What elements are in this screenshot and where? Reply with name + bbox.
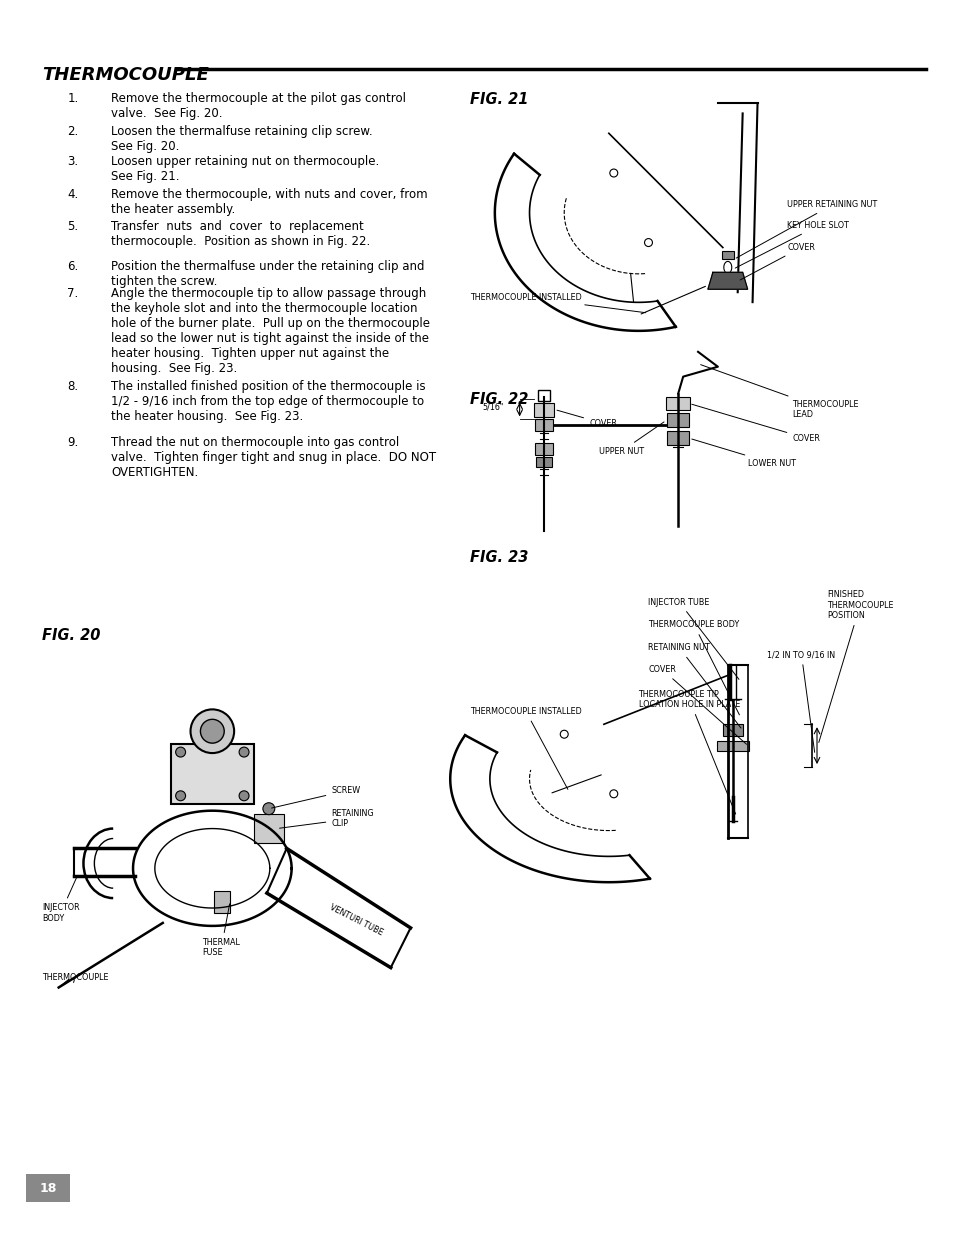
Text: VENTURI TUBE: VENTURI TUBE [328, 903, 384, 937]
Text: THERMOCOUPLE
LEAD: THERMOCOUPLE LEAD [700, 364, 858, 419]
Bar [536, 457, 552, 467]
Text: FIG. 21: FIG. 21 [470, 91, 528, 106]
Text: FIG. 23: FIG. 23 [470, 551, 528, 566]
Text: UPPER NUT: UPPER NUT [598, 422, 663, 456]
Bar [722, 724, 741, 736]
Text: COVER: COVER [740, 243, 814, 280]
Bar [214, 892, 230, 913]
Text: FIG. 20: FIG. 20 [42, 627, 100, 643]
Text: LOWER NUT: LOWER NUT [691, 438, 795, 468]
Bar [535, 443, 553, 456]
Text: COVER: COVER [691, 404, 820, 442]
Text: 7.: 7. [68, 288, 78, 300]
Text: Remove the thermocouple at the pilot gas control
valve.  See Fig. 20.: Remove the thermocouple at the pilot gas… [112, 91, 406, 120]
Text: 18: 18 [39, 1182, 56, 1194]
Text: 1/2 IN TO 9/16 IN: 1/2 IN TO 9/16 IN [766, 651, 835, 752]
Text: INJECTOR
BODY: INJECTOR BODY [42, 876, 79, 923]
Text: 1.: 1. [68, 91, 78, 105]
Circle shape [239, 747, 249, 757]
Text: RETAINING
CLIP: RETAINING CLIP [279, 809, 374, 829]
Text: Position the thermalfuse under the retaining clip and
tighten the screw.: Position the thermalfuse under the retai… [112, 261, 424, 289]
Bar [721, 252, 733, 259]
Bar [537, 389, 550, 401]
Bar [171, 745, 253, 804]
Circle shape [239, 790, 249, 800]
Bar [666, 431, 688, 445]
Circle shape [175, 747, 186, 757]
Text: 5/16": 5/16" [481, 403, 503, 412]
Text: THERMOCOUPLE TIP
LOCATION HOLE IN PLATE: THERMOCOUPLE TIP LOCATION HOLE IN PLATE [638, 689, 740, 814]
Circle shape [175, 790, 186, 800]
Text: 2.: 2. [68, 125, 78, 138]
Text: 5.: 5. [68, 220, 78, 232]
Text: FINISHED
THERMOCOUPLE
POSITION: FINISHED THERMOCOUPLE POSITION [818, 590, 892, 742]
Circle shape [191, 709, 233, 753]
Bar [666, 414, 688, 427]
Polygon shape [707, 273, 747, 289]
Text: THERMOCOUPLE: THERMOCOUPLE [42, 65, 209, 84]
Text: COVER: COVER [648, 666, 746, 745]
Text: Angle the thermocouple tip to allow passage through
the keyhole slot and into th: Angle the thermocouple tip to allow pass… [112, 288, 430, 375]
Text: THERMOCOUPLE INSTALLED: THERMOCOUPLE INSTALLED [470, 706, 581, 789]
Text: The installed finished position of the thermocouple is
1/2 - 9/16 inch from the : The installed finished position of the t… [112, 379, 425, 422]
Text: Loosen upper retaining nut on thermocouple.
See Fig. 21.: Loosen upper retaining nut on thermocoup… [112, 156, 379, 183]
Text: KEY HOLE SLOT: KEY HOLE SLOT [735, 221, 848, 268]
Text: RETAINING NUT: RETAINING NUT [648, 643, 740, 727]
Text: UPPER RETAINING NUT: UPPER RETAINING NUT [736, 200, 877, 258]
Text: 9.: 9. [68, 436, 78, 450]
Text: Remove the thermocouple, with nuts and cover, from
the heater assembly.: Remove the thermocouple, with nuts and c… [112, 188, 427, 216]
Text: 3.: 3. [68, 156, 78, 168]
Text: SCREW: SCREW [272, 787, 360, 808]
Text: COVER: COVER [557, 410, 617, 427]
Text: THERMOCOUPLE INSTALLED: THERMOCOUPLE INSTALLED [470, 293, 645, 312]
Bar [534, 404, 554, 417]
Text: THERMOCOUPLE BODY: THERMOCOUPLE BODY [648, 620, 739, 715]
Bar [535, 420, 553, 431]
Circle shape [263, 803, 274, 815]
Text: Loosen the thermalfuse retaining clip screw.
See Fig. 20.: Loosen the thermalfuse retaining clip sc… [112, 125, 373, 153]
Text: THERMOCOUPLE: THERMOCOUPLE [42, 973, 109, 983]
Circle shape [200, 719, 224, 743]
Text: INJECTOR TUBE: INJECTOR TUBE [648, 598, 739, 679]
Bar [665, 396, 689, 410]
Text: 4.: 4. [68, 188, 78, 201]
Text: FIG. 22: FIG. 22 [470, 391, 528, 406]
Text: Transfer  nuts  and  cover  to  replacement
thermocouple.  Position as shown in : Transfer nuts and cover to replacement t… [112, 220, 370, 248]
Text: THERMAL
FUSE: THERMAL FUSE [202, 904, 240, 957]
Text: 8.: 8. [68, 379, 78, 393]
Bar [716, 741, 748, 751]
Bar [253, 814, 283, 844]
Text: Thread the nut on thermocouple into gas control
valve.  Tighten finger tight and: Thread the nut on thermocouple into gas … [112, 436, 436, 479]
Text: 6.: 6. [68, 261, 78, 273]
Bar [26, 1174, 70, 1202]
